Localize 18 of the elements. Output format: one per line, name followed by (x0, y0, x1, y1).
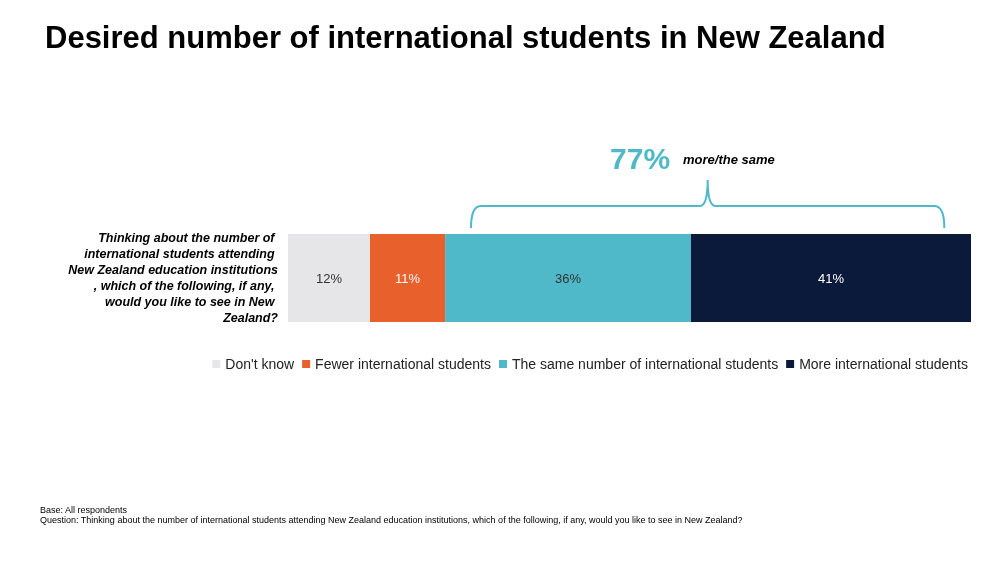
bar (445, 234, 691, 322)
bar (690, 234, 971, 322)
legend-label: Fewer international students (315, 356, 491, 372)
legend-label: The same number of international students (511, 356, 779, 372)
chart-title: Desired number of international students in New Zealand (45, 20, 886, 56)
text: 77% (610, 142, 671, 176)
bar (369, 234, 446, 322)
text: more/the same (683, 152, 775, 167)
bar (288, 234, 370, 322)
y-tick-label: Thinking about the number of international students attending New Zealand education institutions, which of the following, if any, would you like to see in New Zealand? (68, 231, 279, 325)
text: Question: Thinking about the number of international students attending New Zealand education institutions, which of the following, if any, would you like to see in New Zealand? (40, 515, 743, 525)
legend-label: Don't know (225, 356, 295, 372)
text: Base: All respondents (40, 505, 129, 515)
data-label: 12% (315, 270, 343, 286)
data-label: 36% (555, 270, 582, 286)
legend-label: More international students (799, 356, 968, 372)
data-label: 41% (817, 270, 845, 286)
data-label: 11% (394, 270, 421, 286)
